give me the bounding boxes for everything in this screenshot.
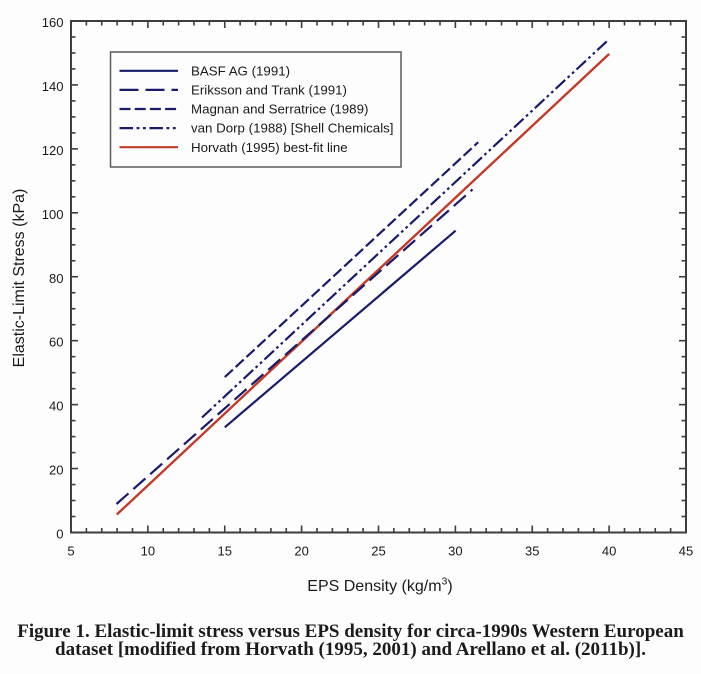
svg-text:45: 45 <box>679 544 693 559</box>
svg-text:40: 40 <box>602 544 616 559</box>
svg-text:120: 120 <box>42 143 64 158</box>
svg-text:Eriksson and Trank (1991): Eriksson and Trank (1991) <box>191 83 347 98</box>
svg-text:140: 140 <box>42 79 64 94</box>
svg-text:35: 35 <box>525 544 539 559</box>
svg-text:Elastic-Limit Stress (kPa): Elastic-Limit Stress (kPa) <box>11 189 28 368</box>
svg-text:100: 100 <box>42 207 64 222</box>
svg-text:30: 30 <box>448 544 462 559</box>
svg-text:20: 20 <box>49 463 63 478</box>
svg-text:Magnan and Serratrice (1989): Magnan and Serratrice (1989) <box>191 102 368 117</box>
svg-text:40: 40 <box>49 399 63 414</box>
svg-text:EPS Density (kg/m3): EPS Density (kg/m3) <box>307 576 452 596</box>
svg-text:5: 5 <box>67 544 74 559</box>
svg-text:60: 60 <box>49 335 63 350</box>
svg-text:25: 25 <box>371 544 385 559</box>
svg-text:20: 20 <box>294 544 308 559</box>
svg-text:Horvath (1995) best-fit line: Horvath (1995) best-fit line <box>191 140 348 155</box>
svg-text:10: 10 <box>141 544 155 559</box>
svg-text:15: 15 <box>218 544 232 559</box>
svg-text:van Dorp (1988) [Shell Chemica: van Dorp (1988) [Shell Chemicals] <box>191 121 394 136</box>
svg-text:0: 0 <box>56 527 63 542</box>
svg-text:BASF AG (1991): BASF AG (1991) <box>191 63 290 78</box>
svg-text:80: 80 <box>49 271 63 286</box>
svg-text:160: 160 <box>42 15 64 30</box>
